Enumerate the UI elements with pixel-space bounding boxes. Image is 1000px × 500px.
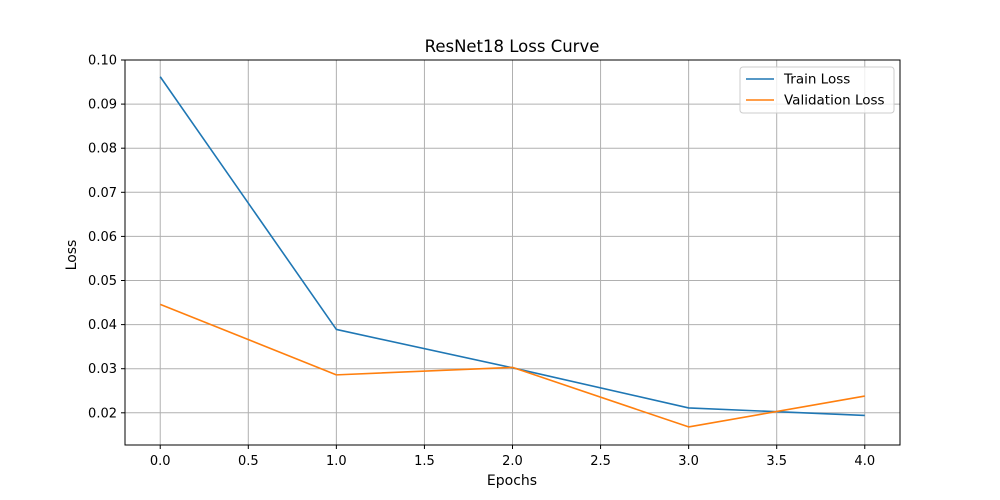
x-tick-label: 2.0 (502, 454, 523, 469)
ticks: 0.0 0.5 1.0 1.5 2.0 2.5 3.0 3.5 4.0 0.02 0.03 0.04 0… (88, 54, 875, 470)
legend-label: Validation Loss (784, 93, 885, 109)
y-tick-label: 0.10 (88, 54, 117, 69)
x-tick-label: 4.0 (854, 454, 875, 469)
series-group (159, 76, 865, 428)
x-tick-label: 3.0 (678, 454, 699, 469)
x-tick-label: 1.0 (326, 454, 347, 469)
legend-box (739, 66, 895, 114)
y-tick-label: 0.04 (88, 318, 117, 333)
y-tick-label: 0.06 (88, 230, 117, 245)
y-tick-label: 0.05 (88, 274, 117, 289)
y-axis-label: Loss (64, 240, 80, 271)
chart-title: ResNet18 Loss Curve (425, 37, 600, 56)
series-line-1 (159, 303, 865, 428)
y-tick-label: 0.09 (88, 98, 117, 113)
x-tick-label: 0.5 (238, 454, 259, 469)
y-tick-label: 0.02 (88, 406, 117, 421)
x-tick-label: 1.5 (414, 454, 435, 469)
y-tick-label: 0.07 (88, 186, 117, 201)
legend: Train Loss Validation Loss (739, 66, 895, 114)
x-axis-label: Epochs (487, 473, 537, 489)
x-tick-label: 0.0 (150, 454, 171, 469)
y-tick-label: 0.08 (88, 142, 117, 157)
x-tick-label: 2.5 (590, 454, 611, 469)
legend-label: Train Loss (783, 72, 850, 88)
x-tick-label: 3.5 (766, 454, 787, 469)
y-tick-label: 0.03 (88, 362, 117, 377)
